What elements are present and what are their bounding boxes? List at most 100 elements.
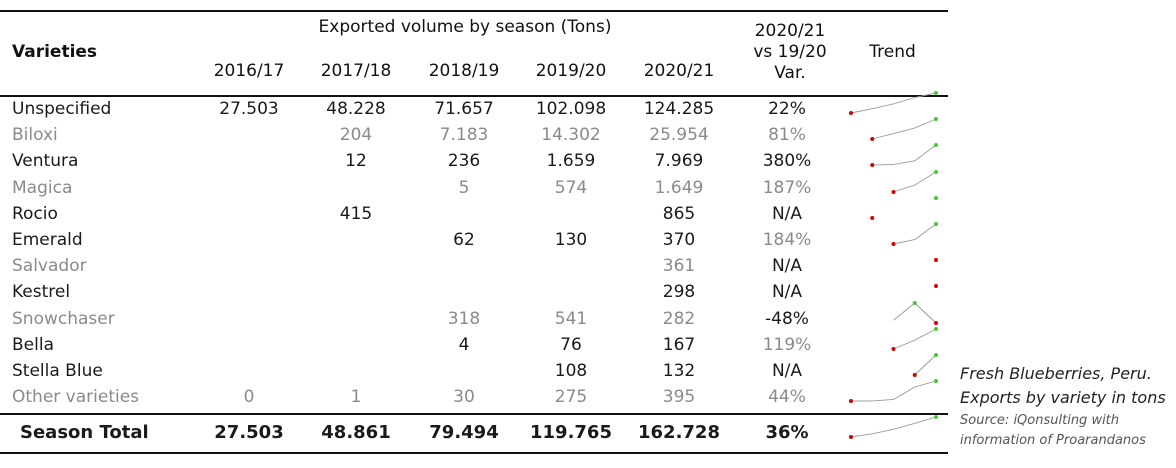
caption-title-line-2: Exports by variety in tons (960, 388, 1166, 407)
variation-cell: 184% (762, 230, 812, 250)
trend-high-point (934, 415, 938, 419)
volume-cell-2017-18: 204 (339, 125, 373, 145)
trend-low-point (891, 190, 896, 194)
variety-name: Snowchaser (12, 309, 115, 329)
variation-cell: N/A (771, 361, 803, 381)
trend-sparkline-8 (893, 301, 938, 325)
season-total-label: Season Total (20, 422, 149, 443)
trend-low-point (849, 111, 853, 115)
variation-cell: 44% (768, 387, 806, 407)
volume-cell-2016-17: 27.503 (214, 422, 284, 443)
trend-segment (914, 328, 937, 341)
volume-cell-2018-19: 79.494 (429, 422, 499, 443)
volume-cell-2020-21: 395 (662, 387, 696, 407)
trend-segment (893, 339, 915, 350)
volume-cell-2017-18: 12 (345, 151, 367, 171)
volume-cell-2017-18: 1 (350, 387, 362, 407)
exported-volume-header: Exported volume by season (Tons) (318, 17, 612, 37)
volume-cell-2018-19: 71.657 (434, 99, 494, 119)
trend-segment (914, 416, 937, 424)
trend-point (934, 284, 938, 288)
trend-point (934, 258, 938, 262)
trend-sparkline-2 (870, 143, 938, 167)
volume-cell-2018-19: 4 (458, 335, 470, 355)
volume-cell-2020-21: 298 (662, 282, 696, 302)
variation-cell: N/A (771, 282, 803, 302)
volume-cell-2020-21: 370 (662, 230, 696, 250)
variation-cell: 380% (762, 151, 812, 171)
variety-name: Kestrel (12, 282, 71, 302)
season-header-0: 2016/17 (213, 61, 285, 81)
trend-segment (872, 428, 894, 435)
trend-sparkline-total (849, 415, 938, 439)
var-header-line-1: 2020/21 (754, 21, 826, 41)
volume-cell-2017-18: 48.861 (321, 422, 391, 443)
trend-header: Trend (869, 42, 916, 62)
season-header-4: 2020/21 (643, 61, 715, 81)
trend-high-point (934, 117, 938, 121)
trend-low-point (849, 399, 853, 403)
trend-low-point (891, 347, 896, 351)
variety-name: Bella (12, 335, 54, 355)
trend-segment (893, 160, 915, 165)
variation-cell: 81% (768, 125, 806, 145)
variation-cell: 22% (768, 99, 806, 119)
trend-segment (914, 380, 937, 388)
trend-low-point (849, 435, 853, 439)
volume-cell-2020-21: 132 (662, 361, 696, 381)
trend-segment (893, 239, 915, 245)
volume-cell-2017-18: 48.228 (326, 99, 386, 119)
trend-segment (893, 422, 915, 430)
trend-high-point (912, 301, 917, 305)
trend-sparkline-7 (934, 284, 938, 288)
trend-high-point (934, 196, 938, 200)
volume-cell-2020-21: 162.728 (638, 422, 720, 443)
trend-high-point (934, 327, 938, 331)
trend-sparkline-3 (891, 170, 938, 194)
total-top-rule (0, 413, 948, 415)
caption-title-line-1: Fresh Blueberries, Peru. (960, 364, 1152, 383)
volume-cell-2019-20: 574 (554, 178, 588, 198)
trend-high-point (934, 170, 938, 174)
trend-segment (872, 103, 894, 110)
volume-cell-2020-21: 7.969 (654, 151, 704, 171)
caption-source-line-1: Source: iQonsulting with (960, 413, 1120, 428)
volume-cell-2016-17: 27.503 (219, 99, 279, 119)
volume-cell-2016-17: 0 (243, 387, 255, 407)
variation-cell: 187% (762, 178, 812, 198)
variation-cell: -48% (765, 309, 809, 329)
variety-name: Magica (12, 178, 73, 198)
volume-cell-2020-21: 865 (662, 204, 696, 224)
trend-sparkline-11 (849, 379, 938, 403)
trend-segment (914, 171, 937, 186)
trend-segment (893, 386, 915, 400)
trend-segment (872, 399, 894, 402)
variety-name: Salvador (12, 256, 87, 276)
varieties-header: Varieties (12, 42, 98, 62)
variety-name: Biloxi (12, 125, 58, 145)
season-header-2: 2018/19 (428, 61, 500, 81)
trend-low-point (891, 242, 896, 246)
volume-cell-2020-21: 25.954 (649, 125, 709, 145)
trend-low-point (870, 163, 875, 167)
total-bottom-rule (0, 452, 948, 454)
volume-cell-2019-20: 1.659 (546, 151, 596, 171)
volume-cell-2019-20: 119.765 (530, 422, 612, 443)
volume-cell-2020-21: 124.285 (643, 99, 715, 119)
table-top-rule (0, 10, 948, 12)
trend-sparkline-0 (849, 91, 938, 115)
variety-name: Rocio (12, 204, 58, 224)
volume-cell-2017-18: 415 (339, 204, 373, 224)
volume-cell-2019-20: 102.098 (535, 99, 607, 119)
volume-cell-2018-19: 30 (453, 387, 475, 407)
volume-cell-2018-19: 5 (458, 178, 470, 198)
trend-segment (914, 302, 937, 324)
trend-low-point (934, 321, 938, 325)
var-header-line-3: Var. (774, 63, 806, 83)
trend-segment (850, 433, 873, 438)
variety-name: Emerald (12, 230, 83, 250)
var-header-line-2: vs 19/20 (753, 42, 827, 62)
trend-high-point (934, 353, 938, 357)
volume-cell-2018-19: 236 (447, 151, 481, 171)
